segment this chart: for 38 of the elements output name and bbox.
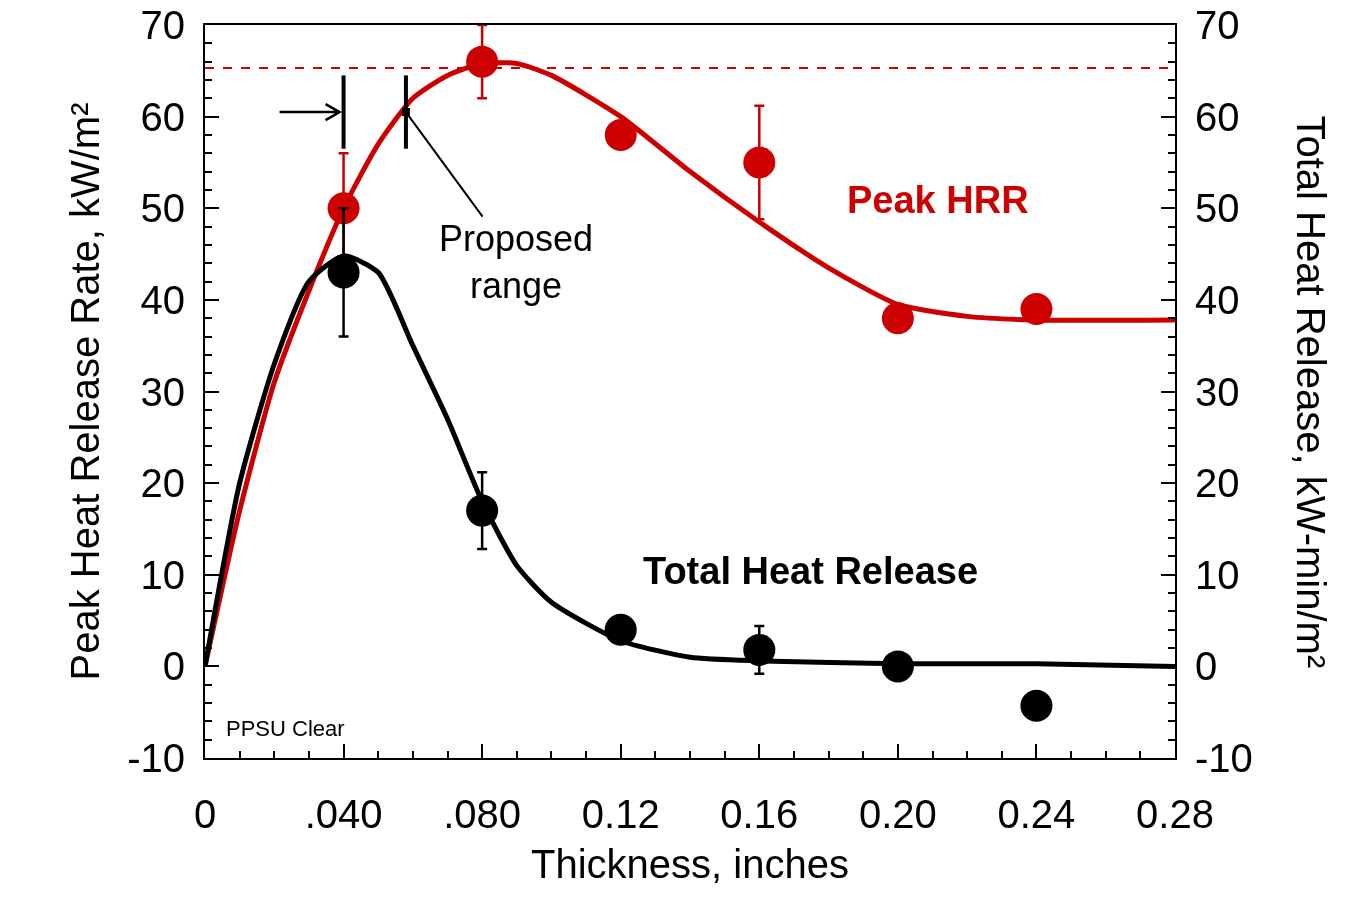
y2-tick-label: -10 [1195, 736, 1253, 780]
y-tick-label: 70 [140, 3, 185, 47]
y-tick-label: 30 [140, 369, 185, 414]
point [881, 302, 914, 335]
y2-tick-label: 70 [1195, 3, 1240, 47]
y2-tick-label: 10 [1195, 552, 1240, 597]
x-tick-label: 0 [193, 792, 217, 836]
series-label: Total Heat Release [643, 550, 979, 592]
y2-tick-label: 50 [1195, 186, 1240, 231]
y2-tick-label: 40 [1195, 277, 1240, 322]
y-tick-label: -10 [127, 736, 185, 780]
x-tick-label: .080 [443, 792, 522, 836]
point [743, 146, 776, 179]
annotation: PPSU Clear [226, 716, 345, 741]
y-tick-label: 60 [140, 94, 185, 139]
point [1020, 689, 1053, 722]
y-tick-label: 20 [140, 461, 185, 506]
x-axis-title: Thickness, inches [531, 842, 849, 886]
y-tick-label: 0 [162, 644, 185, 689]
y-tick-label: 50 [140, 186, 185, 231]
annotation: Proposed range [439, 218, 594, 306]
point [327, 256, 360, 289]
x-tick-label: 0.16 [720, 792, 799, 836]
x-tick-label: 0.12 [581, 792, 660, 836]
y-tick-label: 10 [140, 552, 185, 597]
y-axis-title: Peak Heat Release Rate, kW/m² [63, 102, 108, 681]
x-tick-label: 0.24 [997, 792, 1076, 836]
y2-tick-label: 0 [1195, 644, 1218, 689]
x-tick-label: .040 [304, 792, 383, 836]
y2-tick-label: 20 [1195, 461, 1240, 506]
x-tick-label: 0.20 [858, 792, 937, 836]
y2-tick-label: 30 [1195, 369, 1240, 414]
series-label: Peak HRR [847, 179, 1029, 221]
x-tick-label: 0.28 [1136, 792, 1214, 836]
y-tick-label: 40 [140, 277, 185, 322]
point [604, 118, 637, 151]
y2-axis-title: Total Heat Release, kW-min/m² [1288, 115, 1333, 669]
y2-tick-label: 60 [1195, 94, 1240, 139]
